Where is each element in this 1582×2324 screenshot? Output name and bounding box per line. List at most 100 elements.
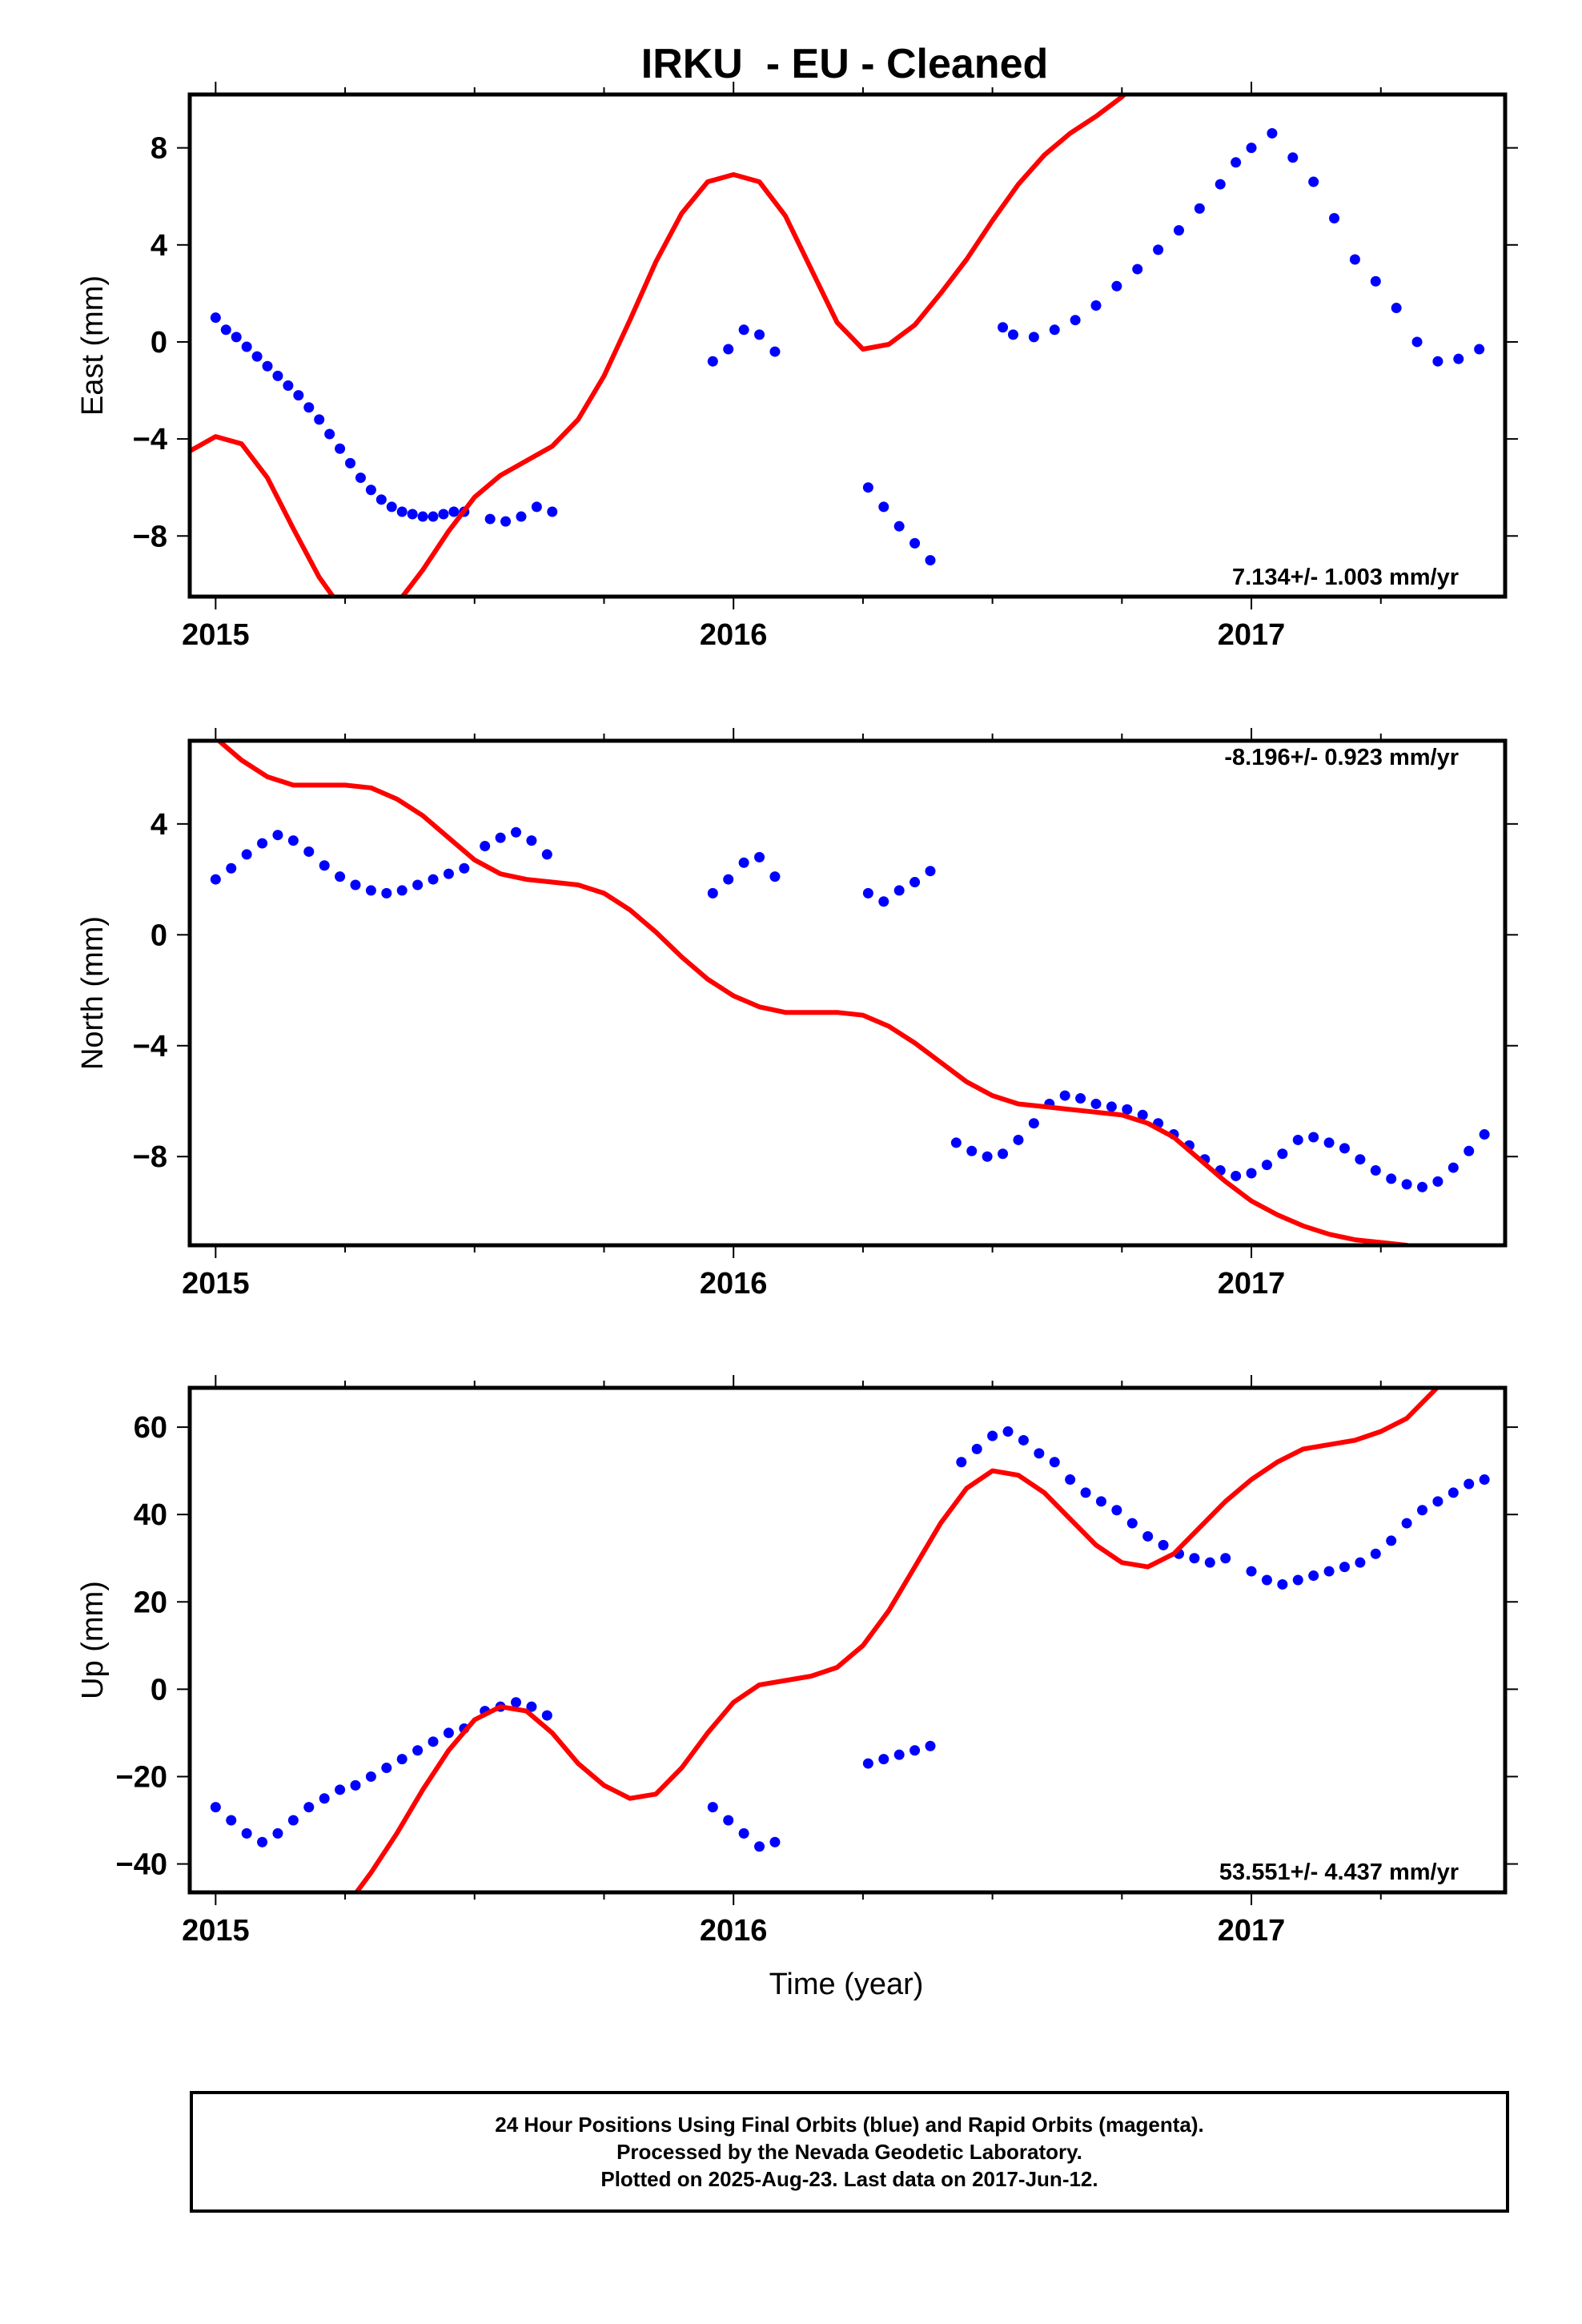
data-point <box>1158 1539 1169 1550</box>
data-point <box>738 857 749 868</box>
data-point <box>1246 143 1257 154</box>
data-point <box>303 1802 315 1813</box>
data-point <box>1355 1557 1366 1568</box>
data-point <box>412 1745 424 1756</box>
data-point <box>272 830 283 841</box>
data-point <box>769 346 781 357</box>
data-point <box>1153 244 1164 255</box>
east-plot-area <box>190 94 1485 597</box>
y-tick-label: −20 <box>116 1760 167 1794</box>
data-point <box>1142 1530 1154 1542</box>
y-axis-label: North (mm) <box>76 916 110 1070</box>
data-point <box>1464 1478 1475 1490</box>
data-point <box>1370 1165 1381 1176</box>
data-point <box>1474 344 1485 355</box>
data-point <box>1401 1179 1412 1190</box>
data-point <box>893 885 905 896</box>
data-point <box>1308 1570 1319 1582</box>
data-point <box>1401 1518 1412 1529</box>
data-point <box>407 509 418 520</box>
data-point <box>541 1710 552 1721</box>
data-point <box>443 868 454 879</box>
data-point <box>516 511 527 522</box>
data-point <box>272 1827 283 1839</box>
data-point <box>428 874 439 885</box>
data-point <box>226 862 237 874</box>
data-point <box>893 1749 905 1760</box>
up-panel: 2015 2016 2017 −40 −20 0 20 40 60 Up (mm) 53.551+/… <box>76 1375 1518 1948</box>
data-point <box>417 511 428 522</box>
data-point <box>350 879 361 891</box>
data-point <box>1308 176 1319 187</box>
data-point <box>707 1802 718 1813</box>
data-point <box>1432 1176 1443 1187</box>
data-point <box>1122 1104 1133 1115</box>
plot-frame <box>187 1385 1508 1895</box>
data-point <box>1386 1535 1397 1546</box>
data-point <box>1329 212 1340 223</box>
data-point <box>893 521 905 532</box>
y-tick-label: −40 <box>116 1848 167 1882</box>
x-tick-label: 2017 <box>1218 1267 1286 1301</box>
data-point <box>769 1836 781 1848</box>
data-point <box>443 1727 454 1739</box>
model-fit-line <box>215 741 1419 1245</box>
data-point <box>375 494 387 505</box>
data-point <box>257 1836 268 1848</box>
data-point <box>1417 1505 1428 1516</box>
data-point <box>262 360 273 372</box>
data-point <box>1059 1090 1070 1101</box>
data-point <box>1246 1566 1257 1577</box>
data-point <box>723 1815 734 1826</box>
model-fit-line <box>190 94 1128 597</box>
data-point <box>1453 353 1464 364</box>
data-point <box>723 344 734 355</box>
plot-frame <box>187 738 1508 1248</box>
data-point <box>210 312 221 324</box>
data-point <box>1132 263 1143 275</box>
data-point <box>500 516 512 527</box>
x-tick-label: 2017 <box>1218 1914 1286 1948</box>
data-point <box>547 506 558 517</box>
data-point <box>1323 1137 1335 1148</box>
data-point <box>1231 1170 1242 1181</box>
data-point <box>1308 1132 1319 1143</box>
data-point <box>220 324 231 336</box>
data-point <box>956 1457 967 1468</box>
data-point <box>1292 1574 1303 1586</box>
data-point <box>1215 179 1226 190</box>
data-point <box>1479 1474 1490 1486</box>
x-tick-label: 2016 <box>700 1267 768 1301</box>
caption-line-2: Processed by the Nevada Geodetic Laborat… <box>616 2140 1082 2164</box>
data-point <box>511 826 522 838</box>
data-point <box>1411 336 1423 348</box>
data-point <box>350 1779 361 1791</box>
data-point <box>526 1701 537 1712</box>
y-tick-label: −8 <box>133 1140 167 1174</box>
data-point <box>1277 1578 1288 1590</box>
data-point <box>1090 300 1102 312</box>
data-point <box>1370 275 1381 287</box>
data-point <box>1075 1093 1086 1104</box>
y-tick-label: 0 <box>151 326 167 360</box>
data-point <box>1339 1562 1350 1573</box>
data-point <box>1261 1160 1272 1171</box>
data-point <box>226 1815 237 1826</box>
data-point <box>355 472 366 484</box>
data-point <box>210 1802 221 1813</box>
y-axis-label: Up (mm) <box>76 1581 110 1699</box>
data-point <box>335 1784 346 1795</box>
east-panel: 2015 2016 2017 −8 −4 0 4 8 East (mm) 7.134+/- 1.0… <box>76 82 1518 652</box>
data-point <box>241 849 252 860</box>
data-point <box>335 443 346 454</box>
data-point <box>909 537 921 549</box>
data-point <box>1287 152 1299 163</box>
y-tick-label: −8 <box>133 520 167 553</box>
data-point <box>878 501 889 513</box>
data-point <box>1267 127 1278 139</box>
data-point <box>412 879 424 891</box>
data-point <box>324 428 335 440</box>
data-point <box>396 1754 408 1765</box>
data-point <box>1080 1487 1091 1498</box>
data-point <box>925 1740 936 1751</box>
